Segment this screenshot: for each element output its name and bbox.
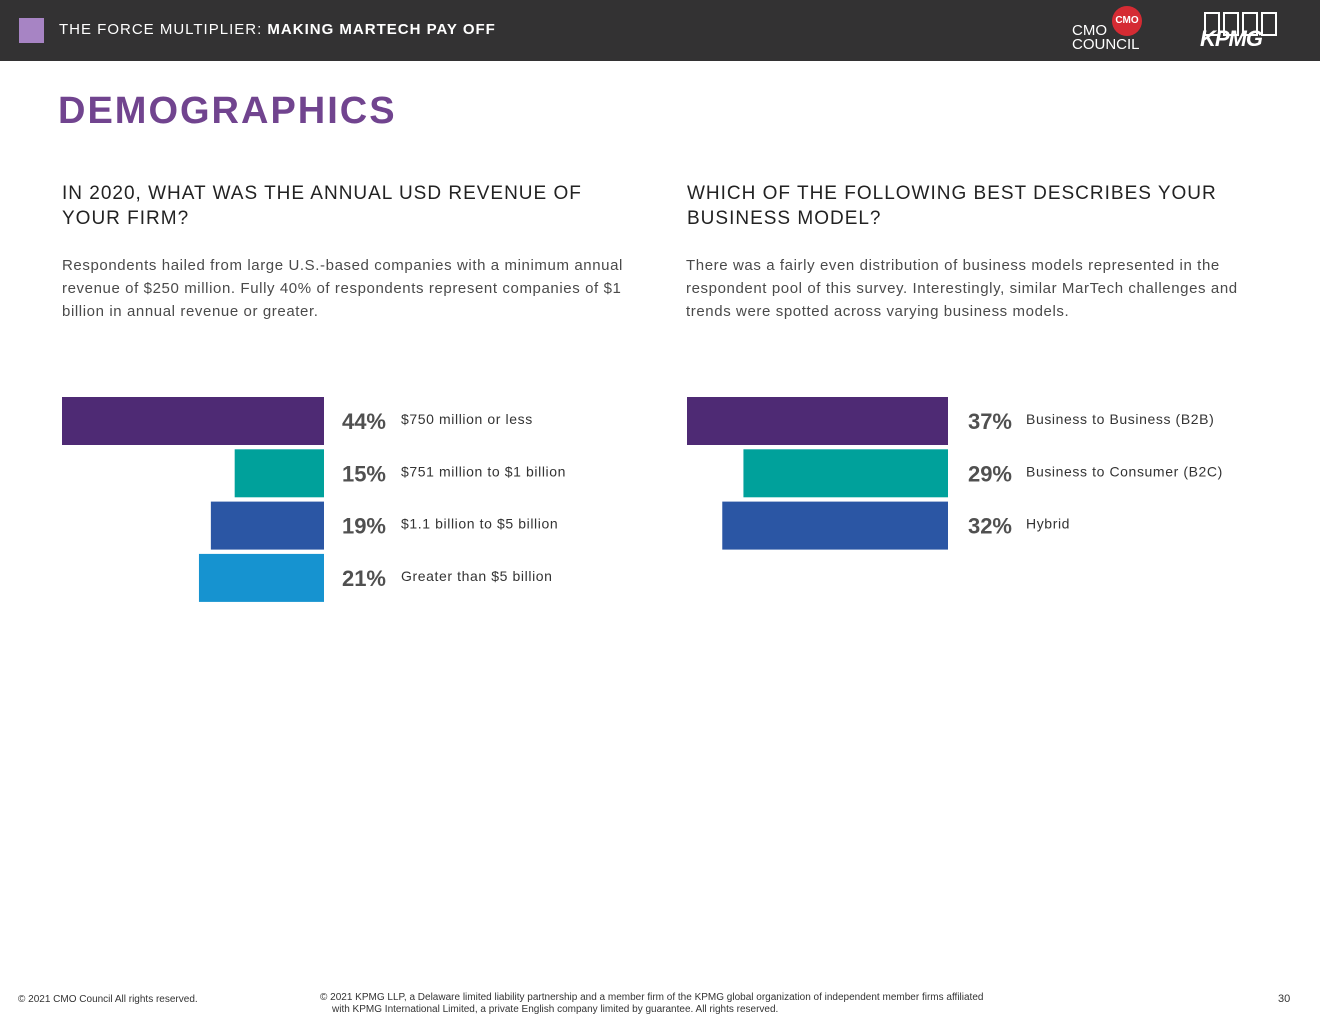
kpmg-logo-boxes — [1204, 12, 1277, 36]
revenue-bar-1 — [62, 397, 324, 445]
cmo-logo-text: CMO COUNCIL — [1072, 22, 1140, 53]
kpmg-logo-text: KPMG — [1200, 26, 1263, 51]
business-model-category-label-3: Hybrid — [1026, 516, 1070, 532]
cmo-council-logo: CMO CMO COUNCIL — [1070, 6, 1148, 56]
revenue-category-label-2: $751 million to $1 billion — [401, 463, 566, 479]
business-model-bar-1 — [687, 397, 948, 445]
kpmg-logo: KPMG — [1198, 12, 1280, 51]
top-bar: THE FORCE MULTIPLIER: MAKING MARTECH PAY… — [0, 0, 1320, 61]
report-title: THE FORCE MULTIPLIER: MAKING MARTECH PAY… — [59, 21, 496, 38]
revenue-category-label-3: $1.1 billion to $5 billion — [401, 516, 558, 532]
page-number: 30 — [1278, 993, 1291, 1005]
footer-cmo-copyright: © 2021 CMO Council All rights reserved. — [18, 994, 198, 1005]
accent-square — [19, 18, 44, 43]
revenue-value-label-2: 15% — [342, 461, 386, 486]
revenue-bar-4 — [198, 553, 324, 602]
business-model-value-label-3: 32% — [968, 514, 1012, 539]
footer-kpmg-line1: © 2021 KPMG LLP, a Delaware limited liab… — [320, 992, 984, 1003]
report-title-bold: MAKING MARTECH PAY OFF — [267, 21, 496, 38]
business-model-value-label-2: 29% — [968, 461, 1012, 486]
business-model-bar-3 — [722, 501, 948, 550]
business-model-bar-2 — [743, 449, 948, 498]
business-model-value-label-1: 37% — [968, 409, 1012, 434]
cmo-logo-mark: CMO — [1112, 6, 1142, 36]
revenue-bar-3 — [210, 501, 324, 550]
left-question: IN 2020, WHAT WAS THE ANNUAL USD REVENUE… — [62, 183, 582, 229]
left-description: Respondents hailed from large U.S.-based… — [62, 257, 623, 320]
revenue-category-label-4: Greater than $5 billion — [401, 568, 553, 584]
revenue-value-label-1: 44% — [342, 409, 386, 434]
business-model-category-label-2: Business to Consumer (B2C) — [1026, 463, 1223, 479]
right-question: WHICH OF THE FOLLOWING BEST DESCRIBES YO… — [687, 183, 1217, 229]
right-description: There was a fairly even distribution of … — [686, 257, 1238, 320]
revenue-category-label-1: $750 million or less — [401, 411, 533, 427]
report-title-prefix: THE FORCE MULTIPLIER: — [59, 21, 268, 38]
cmo-logo-line2: COUNCIL — [1072, 36, 1140, 53]
page-title: DEMOGRAPHICS — [58, 90, 397, 132]
revenue-value-label-4: 21% — [342, 566, 386, 591]
footer-kpmg-line2: with KPMG International Limited, a priva… — [332, 1004, 779, 1015]
footer-kpmg-copyright: © 2021 KPMG LLP, a Delaware limited liab… — [320, 992, 1080, 1016]
revenue-value-label-3: 19% — [342, 514, 386, 539]
revenue-bar-2 — [234, 449, 324, 498]
cmo-logo-line1: CMO — [1072, 22, 1107, 39]
business-model-category-label-1: Business to Business (B2B) — [1026, 411, 1214, 427]
